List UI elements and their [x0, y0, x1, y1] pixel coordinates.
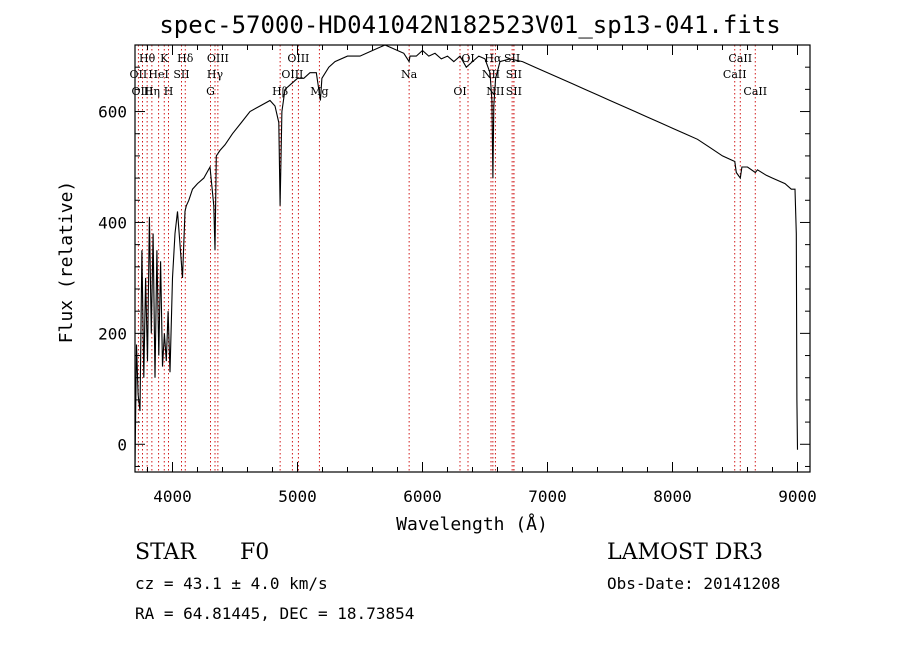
line-marker-label-25: CaII: [728, 52, 752, 65]
chart-title: spec-57000-HD041042N182523V01_sp13-041.f…: [159, 11, 780, 39]
x-tick-label-1: 5000: [278, 487, 317, 506]
obs-date: Obs-Date: 20141208: [607, 574, 781, 593]
line-marker-label-4: HeI: [148, 68, 168, 81]
line-marker-label-12: Hβ: [272, 85, 288, 98]
x-axis-label: Wavelength (Å): [396, 513, 548, 535]
line-marker-label-11: G: [206, 85, 215, 98]
redshift-value: cz = 43.1 ± 4.0 km/s: [135, 574, 328, 593]
line-marker-label-3: K: [160, 52, 169, 65]
spectral-line-markers: [137, 45, 756, 472]
line-marker-label-26: CaII: [723, 68, 747, 81]
line-marker-label-23: SII: [506, 68, 522, 81]
line-marker-label-0: Hθ: [139, 52, 156, 65]
line-marker-label-14: OIII: [281, 68, 303, 81]
line-marker-label-7: SII: [173, 68, 189, 81]
line-marker-label-18: OI: [453, 85, 466, 98]
x-tick-label-4: 8000: [653, 487, 692, 506]
axes: 4000 5000 6000 7000 8000 9000 0 200 400 600: [98, 45, 817, 506]
object-type: STAR: [135, 540, 196, 565]
line-marker-label-8: H: [164, 85, 174, 98]
x-tick-label-2: 6000: [403, 487, 442, 506]
line-marker-label-27: CaII: [743, 85, 767, 98]
plot-frame: [134, 44, 811, 473]
line-marker-label-5: Hη: [144, 85, 160, 98]
spectrum-line: [134, 44, 799, 467]
line-marker-label-2: OIII: [131, 85, 153, 98]
x-tick-label-0: 4000: [153, 487, 192, 506]
line-marker-label-19: Hα: [484, 52, 502, 65]
y-tick-label-2: 400: [98, 213, 127, 232]
coordinates: RA = 64.81445, DEC = 18.73854: [135, 604, 415, 623]
y-tick-label-3: 600: [98, 103, 127, 122]
line-marker-label-9: OIII: [207, 52, 229, 65]
y-tick-label-0: 0: [117, 435, 127, 454]
line-marker-label-24: SII: [506, 85, 522, 98]
line-marker-label-1: OII: [130, 68, 148, 81]
line-marker-label-16: Na: [401, 68, 418, 81]
x-tick-label-5: 9000: [778, 487, 817, 506]
survey-name: LAMOST DR3: [607, 540, 763, 565]
subclass: F0: [240, 540, 270, 565]
x-tick-label-3: 7000: [528, 487, 567, 506]
y-tick-label-1: 200: [98, 324, 127, 343]
line-marker-label-6: Hδ: [177, 52, 194, 65]
line-marker-label-17: OI: [461, 52, 474, 65]
line-marker-label-10: Hγ: [207, 68, 224, 81]
y-axis-label: Flux (relative): [56, 181, 77, 344]
line-marker-label-13: OIII: [287, 52, 309, 65]
line-marker-label-22: SII: [504, 52, 520, 65]
